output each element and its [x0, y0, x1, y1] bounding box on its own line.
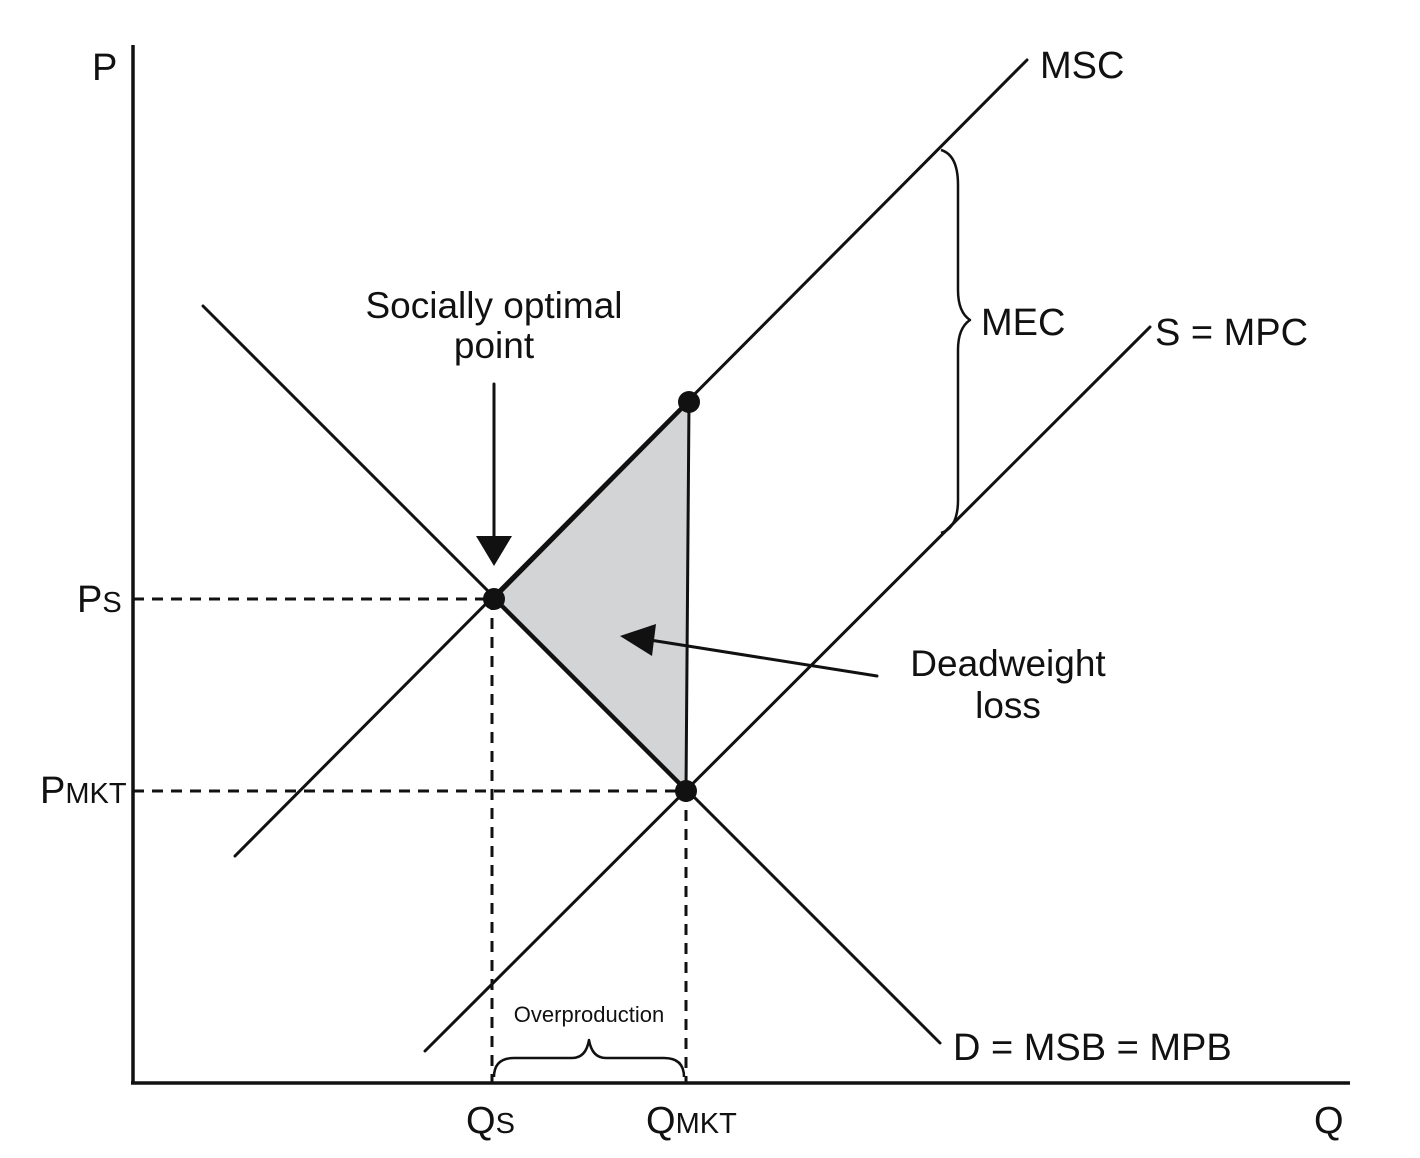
msc-at-qmkt-point — [678, 391, 700, 413]
mec-brace — [940, 148, 972, 535]
deadweight-loss-area — [492, 400, 691, 793]
msc-curve — [233, 58, 1029, 858]
socially-optimal-point — [483, 588, 505, 610]
optimal-arrow-head — [476, 536, 512, 566]
qmkt-label: QMKT — [646, 1100, 737, 1142]
socially-optimal-label-line2: point — [454, 325, 535, 366]
y-axis-label: P — [92, 47, 117, 89]
qs-label: QS — [466, 1100, 515, 1142]
market-equilibrium-point — [675, 780, 697, 802]
deadweight-arrow-shaft — [648, 638, 879, 678]
msc-label: MSC — [1040, 45, 1124, 87]
overproduction-brace — [492, 1038, 686, 1078]
x-axis-label: Q — [1314, 1100, 1344, 1142]
pmkt-label: PMKT — [40, 770, 127, 812]
deadweight-label-line2: loss — [975, 685, 1041, 726]
ps-label: PS — [77, 579, 122, 621]
overproduction-label: Overproduction — [514, 1002, 664, 1027]
supply-mpc-curve — [423, 325, 1152, 1053]
mec-label: MEC — [981, 302, 1065, 344]
supply-label: S = MPC — [1155, 312, 1308, 354]
deadweight-arrow-head — [620, 624, 656, 656]
deadweight-label-line1: Deadweight — [910, 643, 1106, 684]
socially-optimal-label-line1: Socially optimal — [365, 285, 622, 326]
demand-curve — [201, 304, 942, 1045]
demand-label: D = MSB = MPB — [953, 1027, 1232, 1069]
